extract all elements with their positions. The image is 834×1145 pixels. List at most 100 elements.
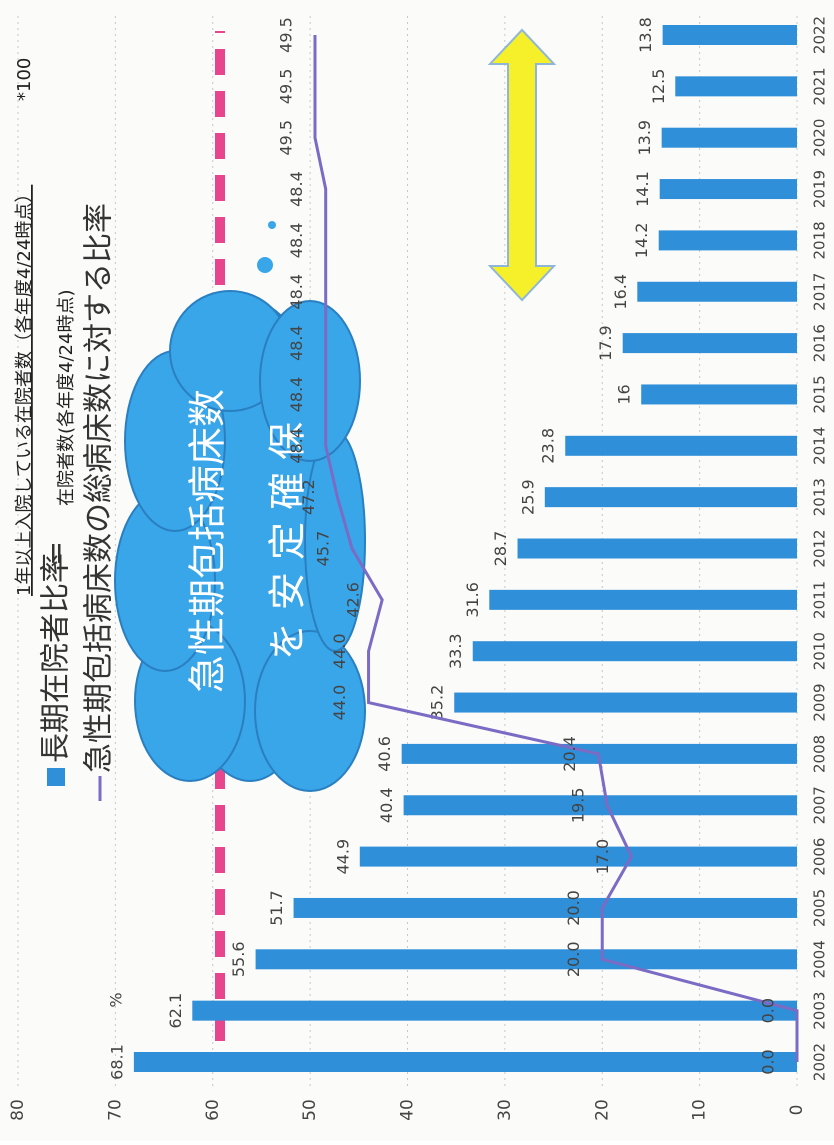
bar-value-label: 17.9 xyxy=(596,325,615,361)
bar xyxy=(133,1052,798,1072)
y-tick-label: 40 xyxy=(398,1099,418,1121)
bar-value-label: 51.7 xyxy=(267,890,286,926)
bar xyxy=(192,1000,797,1021)
bar xyxy=(565,435,797,456)
bar xyxy=(659,179,797,200)
line-value-label: 45.7 xyxy=(313,531,332,567)
x-tick-label: 2018 xyxy=(811,221,829,259)
bar xyxy=(675,76,797,97)
bar xyxy=(661,127,797,148)
line-value-label: 20.0 xyxy=(564,941,583,977)
line-value-label: 19.5 xyxy=(569,787,588,823)
x-tick-label: 2006 xyxy=(811,838,829,876)
formula-denominator: 在院者数(各年度4/24時点) xyxy=(56,290,77,506)
x-tick-label: 2022 xyxy=(811,16,829,54)
bar xyxy=(472,641,797,662)
bar xyxy=(658,230,797,251)
bar-value-label: 16.4 xyxy=(611,274,630,310)
bar xyxy=(489,589,797,610)
line-value-label: 49.5 xyxy=(276,17,295,53)
y-tick-label: 60 xyxy=(203,1099,223,1121)
x-tick-label: 2003 xyxy=(811,992,829,1030)
x-tick-label: 2011 xyxy=(811,581,829,619)
x-tick-label: 2021 xyxy=(811,67,829,105)
bar xyxy=(622,333,797,354)
bar-value-label: 55.6 xyxy=(229,941,248,977)
double-arrow xyxy=(487,28,557,302)
x-tick-label: 2002 xyxy=(811,1043,829,1081)
bar-value-label: 13.8 xyxy=(636,17,655,53)
line-value-label: 49.5 xyxy=(276,120,295,156)
line-value-label: 20.0 xyxy=(564,890,583,926)
bar-value-label: 44.9 xyxy=(333,839,352,875)
cloud-bubbles xyxy=(242,221,276,328)
line-value-label: 48.4 xyxy=(287,325,306,361)
line-value-label: 48.4 xyxy=(287,274,306,310)
line-value-label: 48.4 xyxy=(287,377,306,413)
bar xyxy=(293,897,797,918)
x-tick-label: 2012 xyxy=(811,529,829,567)
bar-value-label: 13.9 xyxy=(635,120,654,156)
line-value-label: 48.4 xyxy=(287,428,306,464)
y-tick-label: 80 xyxy=(8,1099,28,1121)
bar-value-label: 40.4 xyxy=(377,787,396,823)
unit-label: % xyxy=(107,992,126,1007)
x-tick-label: 2005 xyxy=(811,889,829,927)
bar xyxy=(641,384,798,405)
legend-entry: 急性期包括病床数の総病床数に対する比率 xyxy=(82,203,117,773)
x-tick-label: 2004 xyxy=(811,940,829,978)
formula-multiplier: *100 xyxy=(14,58,35,101)
bar xyxy=(255,949,798,970)
bar-value-label: 25.9 xyxy=(518,479,537,515)
line-value-label: 0.0 xyxy=(759,1049,778,1074)
line-value-label: 47.2 xyxy=(299,479,318,515)
x-tick-label: 2014 xyxy=(811,427,829,465)
cloud-text: 急性期包括病床数 xyxy=(186,389,230,693)
x-tick-label: 2017 xyxy=(811,273,829,311)
bar-value-label: 28.7 xyxy=(491,531,510,567)
bar-value-label: 40.6 xyxy=(375,736,394,772)
x-tick-label: 2019 xyxy=(811,170,829,208)
cloud-text: を 安 定 確 保 xyxy=(266,422,310,660)
y-tick-label: 20 xyxy=(592,1099,612,1121)
line-value-label: 17.0 xyxy=(593,839,612,875)
bar-value-label: 35.2 xyxy=(428,685,447,721)
x-tick-label: 2015 xyxy=(811,375,829,413)
y-tick-label: 50 xyxy=(300,1099,320,1121)
bar-value-label: 31.6 xyxy=(463,582,482,618)
bar xyxy=(359,846,797,867)
bar xyxy=(517,538,797,559)
line-value-label: 48.4 xyxy=(287,223,306,259)
x-tick-label: 2008 xyxy=(811,735,829,773)
bar-value-label: 14.2 xyxy=(632,223,651,259)
rotated-chart: 急性期包括病床数 を 安 定 確 保 長期在院者比率 = 急性期包括病床数の総病… xyxy=(8,16,829,1121)
bar-value-label: 62.1 xyxy=(166,993,185,1029)
x-tick-label: 2020 xyxy=(811,119,829,157)
line-value-label: 44.0 xyxy=(330,685,349,721)
x-tick-label: 2013 xyxy=(811,478,829,516)
legend-separator: = xyxy=(39,541,74,566)
x-tick-label: 2009 xyxy=(811,683,829,721)
y-tick-label: 30 xyxy=(495,1099,515,1121)
cloud xyxy=(114,290,366,792)
y-tick-label: 0 xyxy=(787,1105,807,1116)
formula-numerator: 1年以上入院している在院者数（各年度4/24時点） xyxy=(14,185,35,596)
x-tick-label: 2016 xyxy=(811,324,829,362)
line-value-label: 44.0 xyxy=(330,633,349,669)
line-value-label: 49.5 xyxy=(276,69,295,105)
bar xyxy=(544,487,798,508)
x-tick-label: 2007 xyxy=(811,786,829,824)
bar xyxy=(403,795,797,816)
bar-value-label: 33.3 xyxy=(446,633,465,669)
line-value-label: 20.4 xyxy=(560,736,579,772)
legend-swatch xyxy=(47,768,65,786)
bar xyxy=(662,25,797,45)
bar-value-label: 23.8 xyxy=(539,428,558,464)
bar xyxy=(637,281,797,302)
line-value-label: 48.4 xyxy=(287,171,306,207)
x-tick-label: 2010 xyxy=(811,632,829,670)
bar-value-label: 12.5 xyxy=(649,69,668,105)
bar xyxy=(454,692,797,713)
bar-value-label: 68.1 xyxy=(107,1044,126,1080)
